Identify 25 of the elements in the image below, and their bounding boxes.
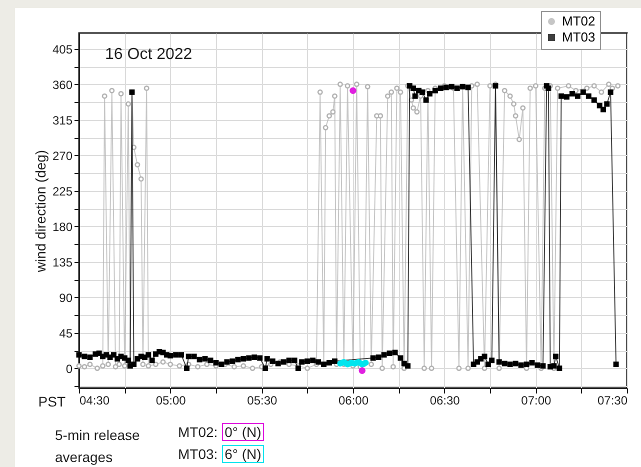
- legend-label: MT02: [562, 14, 596, 28]
- x-axis-title: PST: [38, 394, 66, 410]
- x-tick-label: 06:30: [430, 394, 460, 408]
- text: MT02: 0° (N): [178, 423, 262, 441]
- y-tick-label: 360: [52, 78, 73, 92]
- x-tick-label: 07:30: [597, 394, 628, 408]
- x-tick-label: 07:00: [521, 394, 552, 408]
- x-tick-label: 05:00: [156, 394, 186, 408]
- y-tick-label: 180: [52, 220, 73, 234]
- y-tick-label: 45: [59, 326, 73, 340]
- y-tick-label: 0: [66, 362, 73, 376]
- y-tick-label: 135: [52, 255, 73, 270]
- text: MT03: 6° (N): [178, 445, 262, 463]
- x-tick-label: 06:00: [338, 394, 369, 408]
- annotation: 16 Oct 2022: [105, 46, 192, 64]
- y-tick-label: 315: [52, 113, 73, 128]
- y-axis-title: wind direction (deg): [32, 150, 48, 274]
- y-tick-label: 225: [52, 184, 73, 198]
- y-tick-label: 90: [59, 290, 73, 305]
- x-tick-label: 05:30: [247, 394, 278, 408]
- y-tick-label: 405: [52, 42, 73, 56]
- text: 5-min release averages: [55, 427, 140, 465]
- y-tick-label: 270: [52, 148, 73, 163]
- legend-label: MT03: [562, 30, 596, 44]
- x-tick-label: 04:30: [80, 394, 110, 408]
